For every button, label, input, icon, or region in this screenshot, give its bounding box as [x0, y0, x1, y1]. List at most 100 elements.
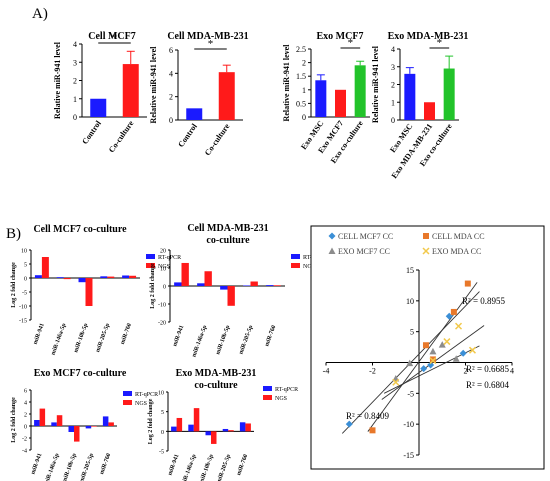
bar — [85, 426, 92, 429]
x-tick-label: 2 — [464, 367, 468, 376]
bar — [197, 283, 205, 286]
x-tick-label: -2 — [369, 367, 376, 376]
bar — [228, 430, 234, 432]
x-tick-label: miR-760 — [264, 325, 277, 348]
x-tick-label: Control — [80, 118, 103, 146]
y-axis-label: Relative miR-941 level — [371, 45, 380, 123]
data-point — [459, 349, 467, 357]
panel-label-b: B) — [6, 226, 21, 242]
y-axis-label: Log 2 fold change — [148, 398, 154, 444]
legend-swatch — [263, 395, 272, 400]
legend-label: NGS — [275, 396, 287, 402]
bar — [176, 417, 183, 432]
chart-title: co-culture — [206, 235, 250, 246]
x-tick-label: miR-10b-5p — [215, 324, 231, 355]
legend-label: EXO MDA CC — [432, 247, 481, 256]
significance-star: * — [348, 37, 354, 49]
bar — [174, 282, 182, 286]
data-point — [429, 356, 436, 363]
y-tick-label: 20 — [160, 249, 166, 255]
y-tick-label: 0 — [302, 113, 306, 122]
bar — [90, 98, 107, 117]
y-tick-label: 2 — [73, 77, 77, 86]
bar — [63, 278, 71, 280]
bar — [354, 65, 366, 117]
y-tick-label: 1 — [391, 98, 395, 107]
bar — [250, 281, 258, 286]
bar — [39, 408, 46, 426]
bar — [243, 285, 251, 286]
bar — [188, 424, 194, 432]
chart-title: co-culture — [194, 380, 238, 391]
bar — [171, 426, 177, 432]
legend-label: EXO MCF7 CC — [338, 247, 390, 256]
bar — [204, 271, 212, 286]
bar-chart-4: Exo MDA-MB-231 0 1 2 3 4 Relative miR-941 leve… — [371, 31, 468, 180]
data-point — [406, 359, 414, 367]
y-tick-label: 6 — [169, 46, 173, 55]
y-tick-label: 5 — [410, 328, 414, 337]
y-tick-label: 2 — [169, 93, 173, 102]
bar — [404, 73, 416, 120]
data-point — [454, 322, 463, 330]
data-point — [464, 280, 471, 287]
y-tick-label: -10 — [158, 303, 166, 309]
y-tick-label: 0 — [24, 277, 27, 283]
y-axis-label: Log 2 fold change — [11, 397, 17, 443]
bar — [129, 275, 137, 278]
bar — [220, 286, 228, 290]
x-tick-label: miR-941 — [167, 454, 180, 477]
y-tick-label: 0.5 — [296, 99, 306, 108]
chart-title: Exo MCF7 — [317, 31, 364, 42]
x-tick-label: miR-760 — [236, 454, 249, 477]
chart-title: Cell MDA-MB-231 — [187, 223, 268, 234]
y-tick-label: -2 — [22, 437, 27, 443]
legend-swatch — [123, 391, 132, 396]
chart-title: Exo MDA-MB-231 — [388, 31, 469, 42]
legend-swatch — [291, 254, 300, 259]
bar — [335, 89, 346, 117]
legend-swatch — [123, 400, 132, 405]
bar — [122, 275, 130, 278]
bar — [266, 285, 274, 286]
y-tick-label: 2 — [302, 59, 306, 68]
y-tick-label: 1 — [73, 95, 77, 104]
y-tick-label: -20 — [158, 321, 166, 327]
data-point — [450, 308, 457, 315]
bar — [107, 276, 115, 278]
significance-star: * — [437, 37, 443, 49]
legend-marker — [423, 233, 429, 239]
legend-label: NGS — [303, 264, 315, 270]
bar — [34, 420, 40, 426]
y-tick-label: -10 — [403, 420, 414, 429]
bar — [56, 277, 64, 278]
y-tick-label: -5 — [407, 389, 414, 398]
y-tick-label: 0 — [73, 113, 77, 122]
trendline — [367, 282, 478, 432]
legend-label: CELL MCF7 CC — [338, 232, 393, 241]
y-tick-label: 10 — [160, 267, 166, 273]
x-tick-label: miR-146a-5p — [44, 452, 61, 481]
bar — [186, 108, 203, 120]
data-point — [429, 347, 437, 355]
significance-star: * — [112, 32, 118, 44]
chart-title: Cell MCF7 — [88, 31, 136, 42]
x-tick-label: miR-10b-5p — [199, 453, 215, 481]
y-axis-label: Log 2 fold change — [11, 262, 17, 308]
data-point — [468, 346, 477, 354]
y-tick-label: -15 — [403, 451, 414, 460]
y-tick-label: 4 — [391, 45, 395, 54]
y-axis-label: Log 2 fold change — [150, 263, 156, 309]
legend-label: CELL MDA CC — [432, 232, 485, 241]
significance-star: * — [208, 38, 214, 50]
bar — [74, 426, 80, 442]
chart-title: Exo MCF7 co-culture — [34, 368, 127, 379]
x-tick-label: miR-205-5p — [95, 322, 111, 353]
x-tick-label: miR-941 — [30, 453, 43, 476]
bar — [41, 257, 49, 278]
x-tick-label: miR-146a-5p — [51, 322, 68, 356]
data-point — [429, 357, 437, 365]
bar-chart-3: Exo MCF7 0 0.5 1 1.5 2 2.5 Relative miR-941 lev… — [282, 31, 370, 165]
y-tick-label: 2 — [391, 81, 395, 90]
